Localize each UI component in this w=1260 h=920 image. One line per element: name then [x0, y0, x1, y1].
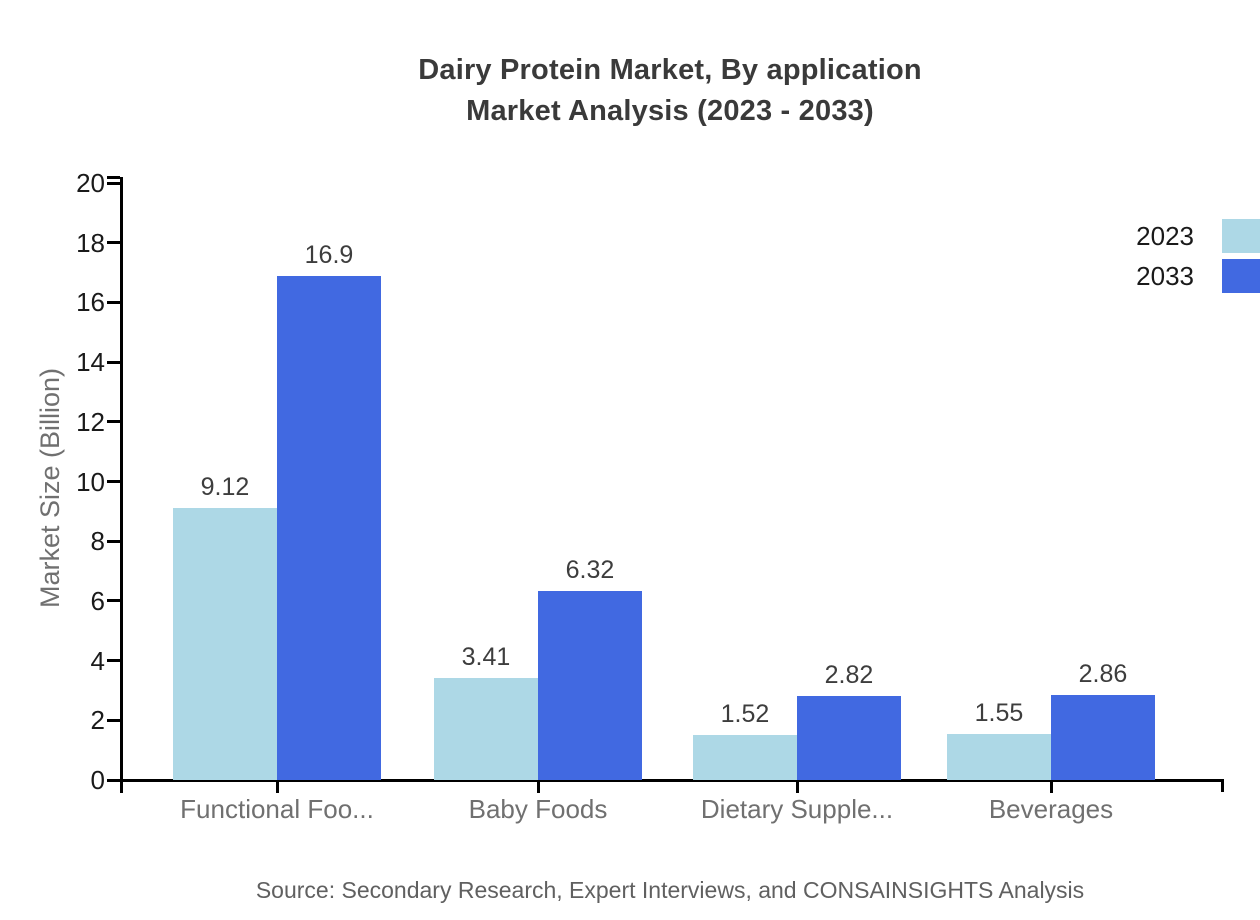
y-tick-label: 10	[76, 466, 105, 497]
category-label: Baby Foods	[468, 794, 608, 824]
y-tick	[107, 300, 120, 304]
y-tick	[107, 480, 120, 483]
y-tick	[107, 718, 120, 722]
bar-2023-1	[173, 507, 277, 780]
y-tick-label: 20	[76, 168, 105, 198]
x-tick	[1049, 780, 1053, 793]
bar-value-label: 9.12	[200, 472, 250, 501]
bar-2023-4	[947, 733, 1051, 780]
x-axis-end-cap	[1221, 779, 1224, 792]
y-tick	[107, 420, 120, 424]
category-label: Functional Foo...	[180, 794, 374, 824]
y-tick-label: 12	[76, 406, 105, 437]
y-tick-label: 2	[90, 705, 105, 736]
bar-2033-2	[538, 591, 642, 780]
legend: 2023 2033	[1136, 219, 1260, 299]
bar-value-label: 6.32	[565, 556, 615, 585]
y-tick	[107, 181, 120, 185]
y-tick-label: 0	[90, 765, 105, 795]
bar-2033-1	[277, 275, 381, 780]
y-tick	[107, 360, 120, 364]
bar-value-label: 16.9	[304, 240, 354, 269]
bar-2033-4	[1051, 694, 1155, 780]
bar-value-label: 2.86	[1078, 659, 1128, 688]
chart-title: Dairy Protein Market, By application Mar…	[80, 50, 1260, 132]
bar-2033-3	[797, 695, 901, 780]
bar-value-label: 1.55	[974, 698, 1024, 727]
y-tick	[107, 539, 120, 543]
legend-item-2023: 2023	[1136, 219, 1260, 253]
y-tick	[107, 599, 120, 603]
bar-value-label: 3.41	[461, 643, 511, 672]
y-tick	[107, 778, 120, 782]
x-tick	[536, 780, 540, 793]
y-axis-end-cap	[107, 176, 120, 179]
category-label: Beverages	[988, 794, 1114, 824]
x-axis-line	[120, 779, 1224, 782]
legend-label-2033: 2033	[1136, 260, 1194, 291]
chart-title-line1: Dairy Protein Market, By application	[418, 54, 922, 86]
legend-swatch-2023	[1222, 219, 1260, 253]
source-note: Source: Secondary Research, Expert Inter…	[255, 877, 1085, 903]
x-tick	[795, 780, 799, 793]
y-tick	[107, 659, 120, 663]
legend-swatch-2033	[1222, 259, 1260, 293]
x-tick	[275, 780, 279, 793]
bar-value-label: 1.52	[720, 699, 770, 728]
y-tick-label: 4	[90, 645, 105, 676]
category-label: Dietary Supple...	[700, 794, 894, 824]
bar-value-label: 2.82	[824, 660, 874, 689]
bar-2023-2	[434, 678, 538, 780]
legend-label-2023: 2023	[1136, 220, 1194, 251]
y-tick	[107, 241, 120, 245]
y-axis-line	[120, 177, 123, 793]
legend-item-2033: 2033	[1136, 259, 1260, 293]
y-tick-label: 18	[76, 227, 105, 258]
y-tick-label: 8	[90, 526, 105, 557]
bar-2023-3	[693, 734, 797, 780]
y-tick-label: 16	[76, 287, 105, 318]
y-tick-label: 6	[90, 585, 105, 616]
chart-title-line2: Market Analysis (2023 - 2033)	[466, 95, 874, 127]
y-tick-label: 14	[76, 347, 105, 378]
